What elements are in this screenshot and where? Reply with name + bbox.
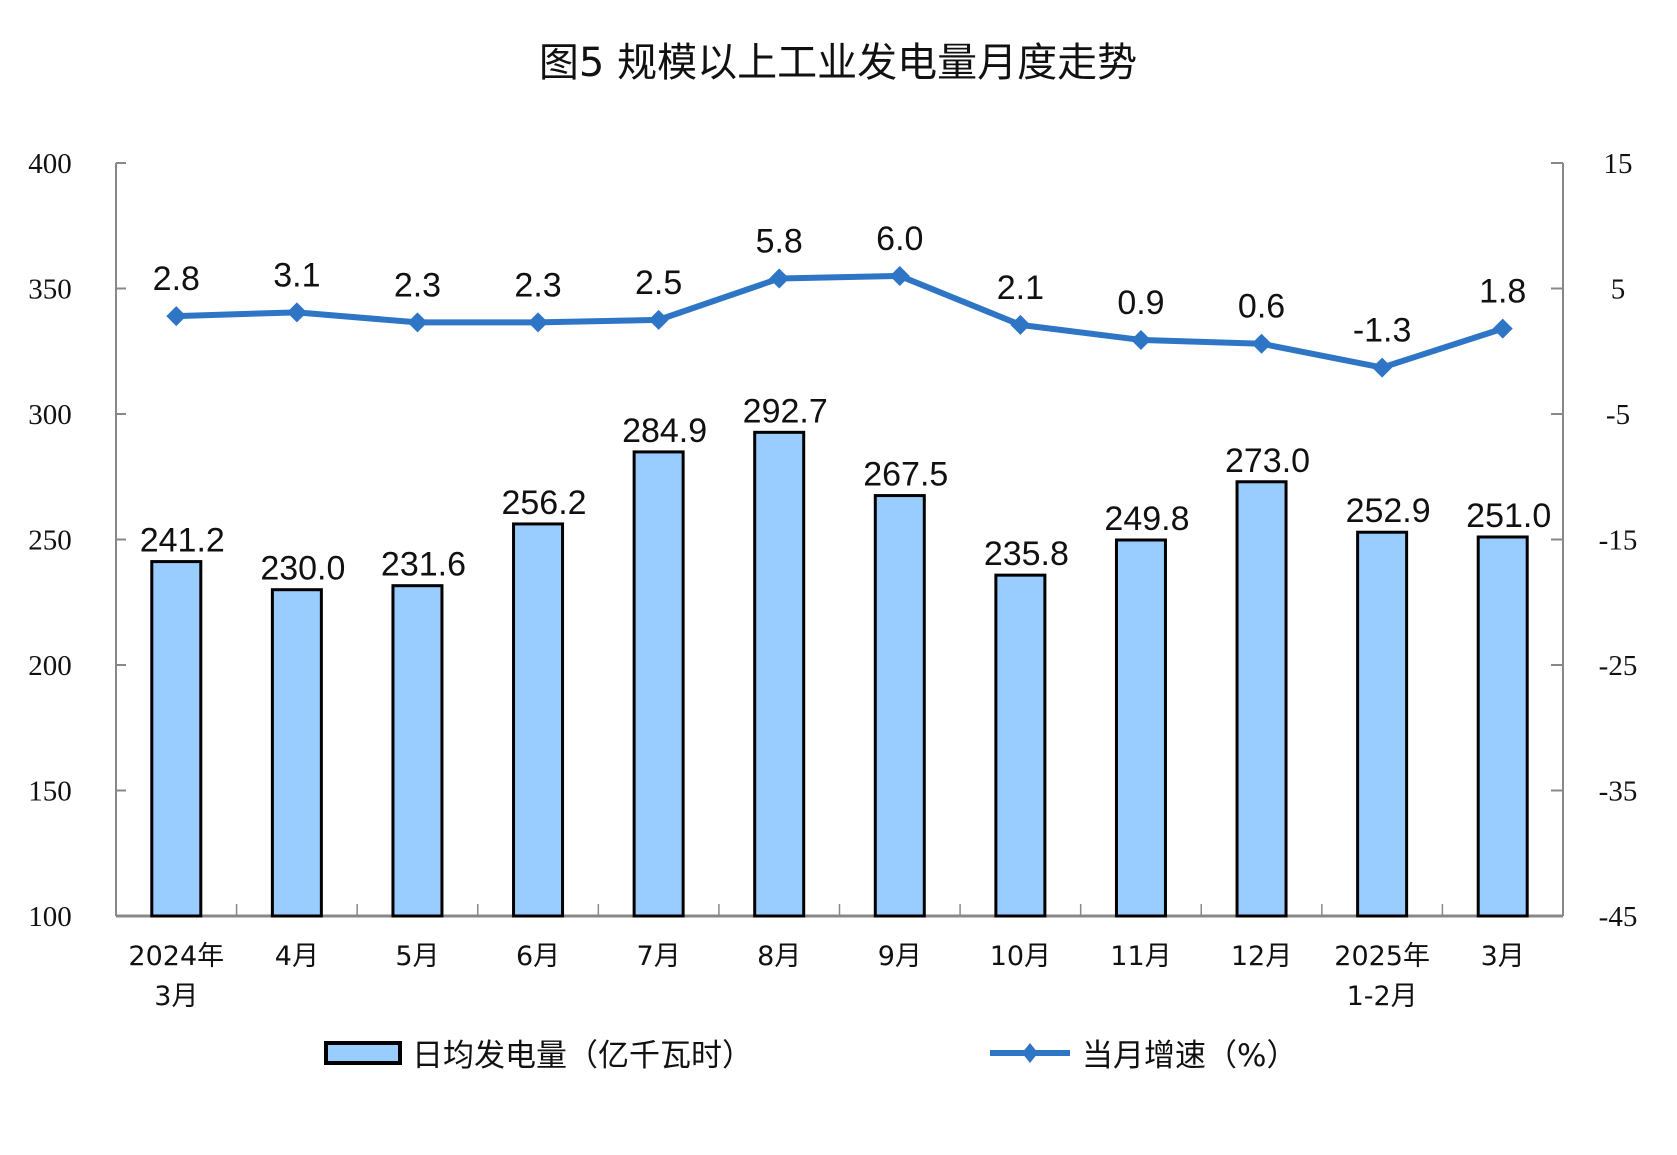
bar-data-label: 249.8 [1104, 500, 1189, 538]
legend-bar-swatch [324, 1041, 402, 1065]
line-data-label: 2.3 [514, 266, 561, 304]
left-tick-label: 300 [28, 399, 72, 431]
left-tick-label: 200 [28, 650, 72, 682]
bar-data-label: 284.9 [622, 412, 707, 450]
left-tick-label: 100 [28, 901, 72, 933]
bar-data-label: 292.7 [743, 392, 828, 430]
left-tick-label: 350 [28, 274, 72, 306]
line-data-label: -1.3 [1353, 312, 1412, 350]
line-marker [1251, 333, 1272, 354]
x-tick-label: 5月 [395, 941, 439, 972]
x-tick-label: 2024年 [128, 941, 224, 972]
chart-title: 图5 规模以上工业发电量月度走势 [539, 40, 1137, 86]
x-tick-label: 3月 [154, 981, 198, 1012]
line-data-label: 2.8 [153, 260, 200, 298]
legend-bar-label: 日均发电量（亿千瓦时） [412, 1038, 753, 1074]
line-marker [286, 302, 307, 323]
line-marker [166, 306, 187, 327]
right-tick-label: -45 [1599, 901, 1638, 933]
line-marker [648, 309, 669, 330]
line-data-label: 6.0 [876, 220, 923, 258]
bar [873, 494, 926, 918]
line-data-label: 1.8 [1479, 273, 1526, 311]
bar [1114, 538, 1167, 918]
bar-data-label: 252.9 [1346, 492, 1431, 530]
right-tick-label: 15 [1604, 148, 1633, 180]
x-tick-label: 12月 [1231, 941, 1292, 972]
line-marker [407, 312, 428, 333]
legend-line-marker [1022, 1043, 1038, 1063]
bar-data-label: 267.5 [863, 456, 948, 494]
line-marker [1492, 318, 1513, 339]
bar-data-label: 241.2 [140, 522, 225, 560]
x-tick-label: 10月 [990, 941, 1051, 972]
bar [1356, 530, 1409, 918]
line-data-label: 0.9 [1117, 284, 1164, 322]
line-data-label: 2.5 [635, 264, 682, 302]
line-marker [1130, 329, 1151, 350]
line-data-label: 2.3 [394, 266, 441, 304]
bar [270, 588, 323, 918]
legend-line-label: 当月增速（%） [1082, 1038, 1297, 1074]
line-data-label: 2.1 [997, 269, 1044, 307]
x-tick-label: 4月 [275, 941, 319, 972]
x-tick-label: 11月 [1110, 941, 1171, 972]
left-tick-label: 250 [28, 525, 72, 557]
bar-data-label: 235.8 [984, 535, 1069, 573]
bar [512, 522, 565, 918]
bar [1235, 480, 1288, 918]
bar [994, 573, 1047, 918]
bar [391, 584, 444, 918]
bar [632, 450, 685, 918]
right-tick-label: -35 [1599, 776, 1638, 808]
line-marker [1010, 314, 1031, 335]
bar [150, 560, 203, 918]
right-tick-label: -15 [1599, 525, 1638, 557]
x-tick-label: 6月 [516, 941, 560, 972]
bar-data-label: 273.0 [1225, 442, 1310, 480]
right-tick-label: 5 [1611, 274, 1626, 306]
legend: 日均发电量（亿千瓦时） 当月增速（%） [324, 1038, 1297, 1074]
bar-data-label: 231.6 [381, 546, 466, 584]
x-tick-label: 8月 [757, 941, 801, 972]
right-tick-label: -5 [1606, 399, 1630, 431]
bar-data-label: 256.2 [501, 484, 586, 522]
x-tick-label: 1-2月 [1347, 981, 1418, 1012]
line-data-label: 0.6 [1238, 288, 1285, 326]
line-marker [769, 268, 790, 289]
line-marker [528, 312, 549, 333]
line-data-label: 5.8 [756, 222, 803, 260]
growth-line [176, 272, 1504, 371]
bar-data-label: 230.0 [260, 550, 345, 588]
line-data-label: 3.1 [273, 256, 320, 294]
left-tick-label: 150 [28, 776, 72, 808]
left-tick-label: 400 [28, 148, 72, 180]
right-tick-label: -25 [1599, 650, 1638, 682]
x-tick-label: 2025年 [1334, 941, 1430, 972]
line-marker [1372, 357, 1393, 378]
x-tick-label: 7月 [637, 941, 681, 972]
bar-data-label: 251.0 [1466, 497, 1551, 535]
bar [1476, 535, 1529, 918]
x-tick-label: 3月 [1481, 941, 1525, 972]
line-marker [889, 265, 910, 286]
bar [753, 430, 806, 918]
x-tick-label: 9月 [878, 941, 922, 972]
